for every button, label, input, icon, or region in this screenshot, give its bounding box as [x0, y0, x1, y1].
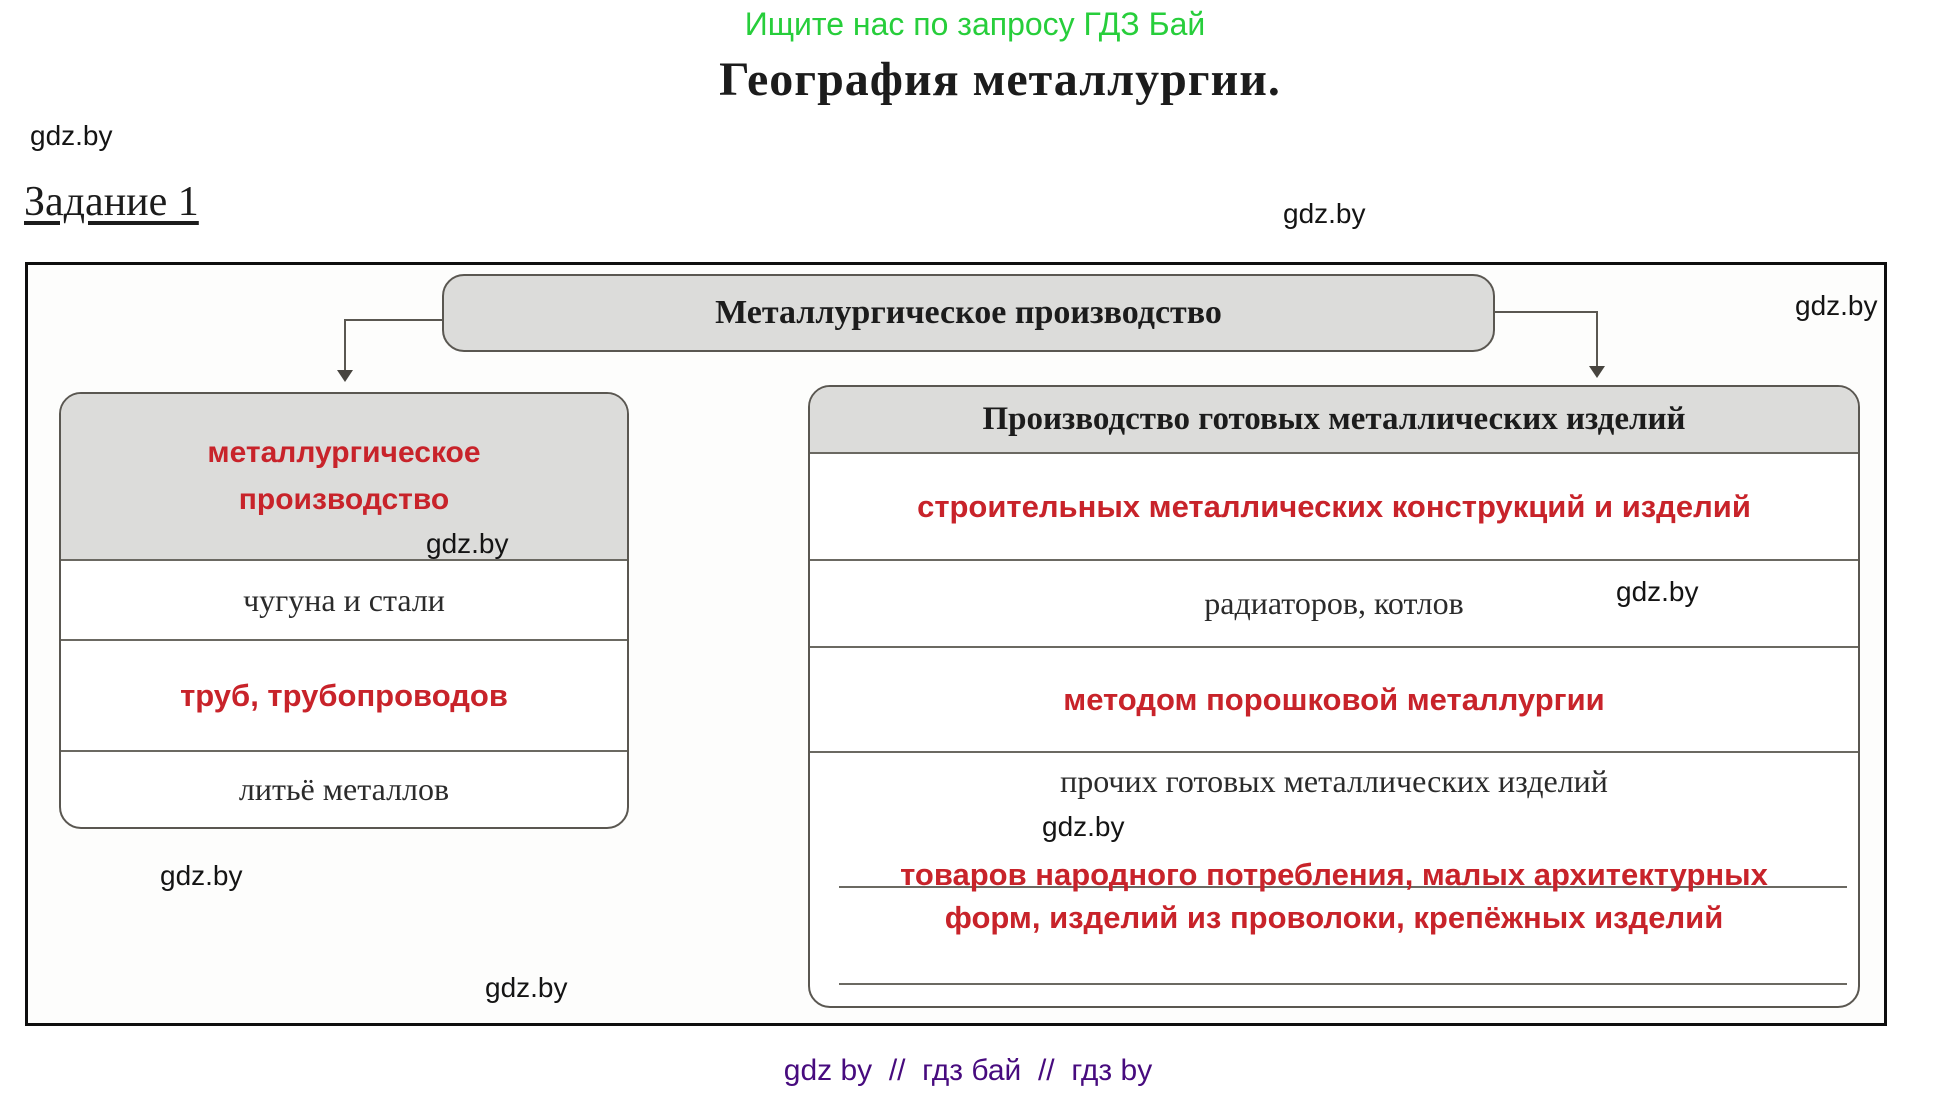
table-row: труб, трубопроводов [61, 641, 627, 752]
watermark-above-frame: gdz.by [1283, 198, 1366, 229]
watermark-below-left-box: gdz.by [160, 860, 243, 891]
answer-blank-line [839, 983, 1847, 985]
watermark-top-left: gdz.by [30, 120, 113, 151]
row-value: труб, трубопроводов [180, 677, 508, 713]
watermark-frame-corner: gdz.by [1795, 290, 1878, 321]
table-row: литьё металлов [61, 752, 627, 827]
root-node-label: Металлургическое производство [715, 294, 1222, 331]
table-row: чугуна и стали [61, 561, 627, 641]
answer-blank-line [839, 886, 1847, 888]
arrow-down-icon [337, 370, 353, 382]
right-branch-box: Производство готовых металлических издел… [808, 385, 1860, 1008]
connector-left-vertical [344, 319, 346, 371]
row-value: методом порошковой металлургии [1063, 681, 1605, 717]
table-row: радиаторов, котлов [810, 561, 1858, 648]
row-value: строительных металлических конструкций и… [917, 488, 1751, 524]
left-branch-header: металлургическое производство [61, 394, 627, 561]
watermark-right-row: gdz.by [1616, 576, 1699, 607]
watermark-left-box: gdz.by [426, 528, 509, 559]
row-value: литьё металлов [238, 771, 450, 807]
answer-line-2: форм, изделий из проволоки, крепёжных из… [944, 900, 1724, 935]
page-title: География металлургии. [719, 53, 1281, 106]
right-branch-header: Производство готовых металлических издел… [810, 387, 1858, 454]
answer-line-1: товаров народного потребления, малых арх… [900, 857, 1768, 892]
right-branch-title: Производство готовых металлических издел… [982, 401, 1686, 437]
task-heading: Задание 1 [24, 179, 199, 225]
table-row: методом порошковой металлургии [810, 648, 1858, 753]
arrow-down-icon [1589, 366, 1605, 378]
row-value: радиаторов, котлов [1204, 585, 1464, 621]
table-row: прочих готовых металлических изделий gdz… [810, 763, 1858, 1006]
connector-right-horizontal [1495, 311, 1598, 313]
row-value: прочих готовых металлических изделий [1060, 763, 1608, 799]
root-node: Металлургическое производство [442, 274, 1495, 352]
promo-banner: Ищите нас по запросу ГДЗ Бай [744, 6, 1206, 42]
footer-watermark-line: gdz by // гдз бай // гдз by [783, 1054, 1153, 1087]
connector-left-horizontal [345, 319, 442, 321]
left-branch-box: металлургическое производство чугуна и с… [59, 392, 629, 829]
left-branch-title: металлургическое производство [207, 436, 481, 516]
watermark-bottom-left: gdz.by [485, 972, 568, 1003]
connector-right-vertical [1596, 311, 1598, 367]
table-row: строительных металлических конструкций и… [810, 454, 1858, 561]
watermark-right-box: gdz.by [1042, 811, 1125, 842]
row-value: чугуна и стали [243, 581, 445, 618]
